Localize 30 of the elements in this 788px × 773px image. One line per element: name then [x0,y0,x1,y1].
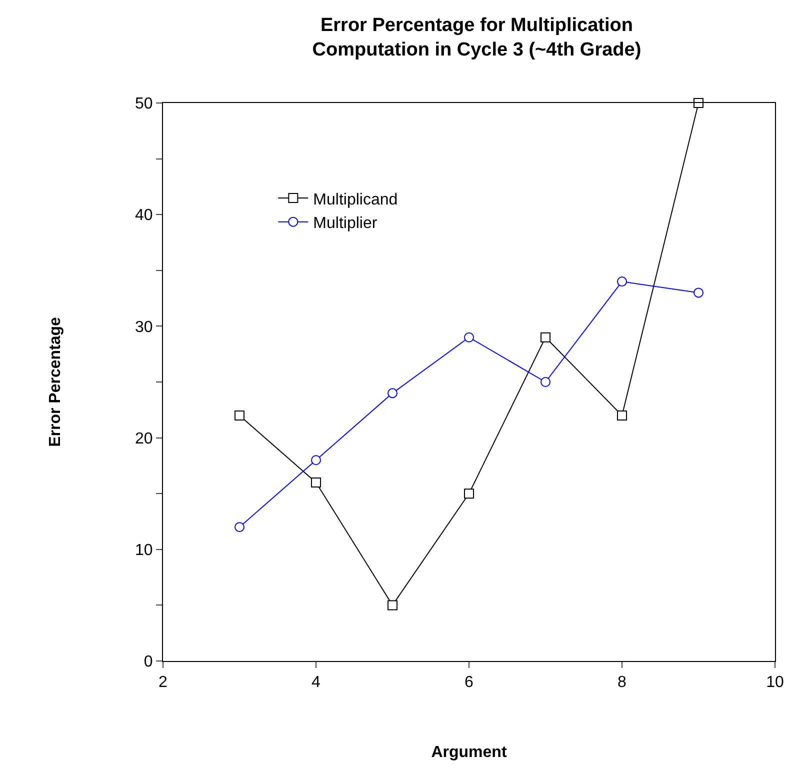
point [694,288,704,298]
point [388,388,398,398]
x-tick-label: 10 [766,674,784,692]
y-tick-label: 30 [135,318,153,336]
legend-label: Multiplicand [313,191,398,208]
y-tick-label: 0 [144,654,153,671]
legend-label: Multiplier [313,215,378,232]
x-tick-label: 4 [312,674,321,692]
chart-title: Error Percentage for Multiplication Computation in Cycle 3 (~4th Grade) [312,14,642,61]
x-tick-label: 2 [158,674,168,692]
y-tick-label: 20 [135,430,153,448]
point [617,410,627,420]
point [234,522,244,532]
point [388,600,398,610]
point [311,477,321,488]
x-axis-title: Argument [431,744,508,761]
y-tick-label: 40 [135,207,153,224]
point [617,276,627,287]
point [540,332,550,342]
point [540,377,550,387]
y-tick-label: 10 [135,542,153,559]
point [234,410,244,420]
x-tick-label: 6 [464,674,474,692]
y-tick-label: 50 [135,96,153,113]
point [464,332,474,342]
point [311,455,321,466]
point [694,98,704,108]
y-axis-title: Error Percentage [46,316,64,447]
point [464,488,474,499]
x-tick-label: 8 [618,674,627,692]
